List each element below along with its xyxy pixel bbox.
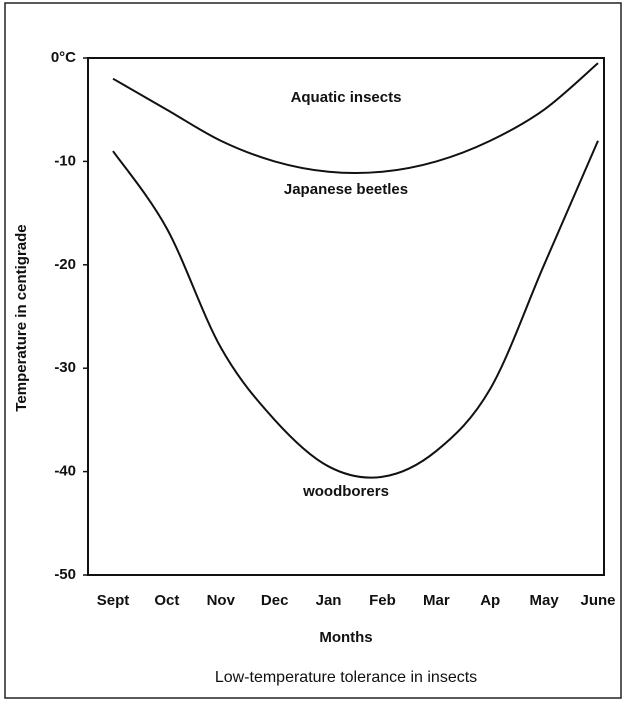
y-tick-label: -30 [54,359,76,376]
y-tick-label: -50 [54,566,76,583]
x-tick-label: Ap [480,592,500,609]
frame [4,2,622,699]
x-tick-label: Nov [207,592,236,609]
x-tick-label: Jan [316,592,342,609]
y-axis-label: Temperature in centigrade [13,224,30,411]
y-tick-label: -10 [54,152,76,169]
annotation: Japanese beetles [284,181,408,198]
annotation: Aquatic insects [291,89,402,106]
y-tick-label: -40 [54,463,76,480]
x-tick-label: May [530,592,560,609]
y-tick-label: 0°C [51,49,76,66]
x-tick-label: Feb [369,592,396,609]
x-tick-label: Sept [97,592,130,609]
x-axis-label: Months [319,629,372,646]
y-tick-label: -20 [54,256,76,273]
annotation: woodborers [302,483,389,500]
curve [112,62,599,175]
x-tick-label: Mar [423,592,450,609]
x-tick-label: June [580,592,615,609]
x-tick-label: Dec [261,592,289,609]
chart-title: Low-temperature tolerance in insects [215,669,477,686]
plot-area [87,57,605,576]
curve [112,140,599,479]
x-tick-label: Oct [154,592,179,609]
